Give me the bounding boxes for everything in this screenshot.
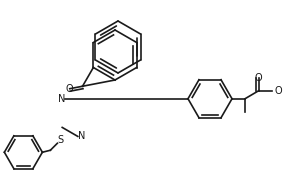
Text: O: O xyxy=(66,84,74,94)
Text: O: O xyxy=(275,86,282,96)
Text: N: N xyxy=(78,131,85,141)
Text: S: S xyxy=(58,135,64,145)
Text: O: O xyxy=(255,73,263,83)
Text: N: N xyxy=(58,94,66,104)
